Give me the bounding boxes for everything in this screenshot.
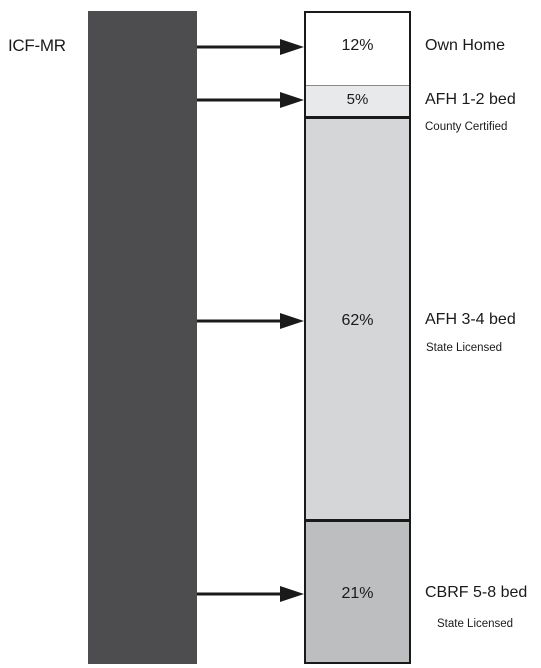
percent-afh-1-2-bed: 5%: [346, 91, 369, 108]
percent-own-home: 12%: [341, 37, 374, 54]
sublabel-afh-3-4-bed: State Licensed: [426, 342, 503, 354]
label-own-home: Own Home: [425, 37, 506, 54]
arrow-afh-3-4-bed: [197, 313, 304, 329]
label-cbrf-5-8-bed: CBRF 5-8 bed: [425, 584, 528, 601]
arrow-cbrf-5-8-bed: [197, 586, 304, 602]
arrow-afh-1-2-bed: [197, 92, 304, 108]
percent-afh-3-4-bed: 62%: [341, 312, 374, 329]
source-bar: [88, 11, 197, 664]
sublabel-cbrf-5-8-bed: State Licensed: [437, 618, 514, 630]
destination-stack: [304, 11, 411, 664]
segment-afh-1-2-bed: [306, 85, 409, 119]
sublabel-afh-1-2-bed: County Certified: [425, 121, 508, 133]
label-afh-3-4-bed: AFH 3-4 bed: [425, 311, 516, 328]
arrow-own-home: [197, 39, 304, 55]
label-afh-1-2-bed: AFH 1-2 bed: [425, 91, 516, 108]
percent-cbrf-5-8-bed: 21%: [341, 585, 374, 602]
segment-afh-3-4-bed: [306, 119, 409, 522]
segment-own-home: [306, 13, 409, 85]
source-label: ICF-MR: [8, 36, 66, 55]
segment-cbrf-5-8-bed: [306, 522, 409, 662]
